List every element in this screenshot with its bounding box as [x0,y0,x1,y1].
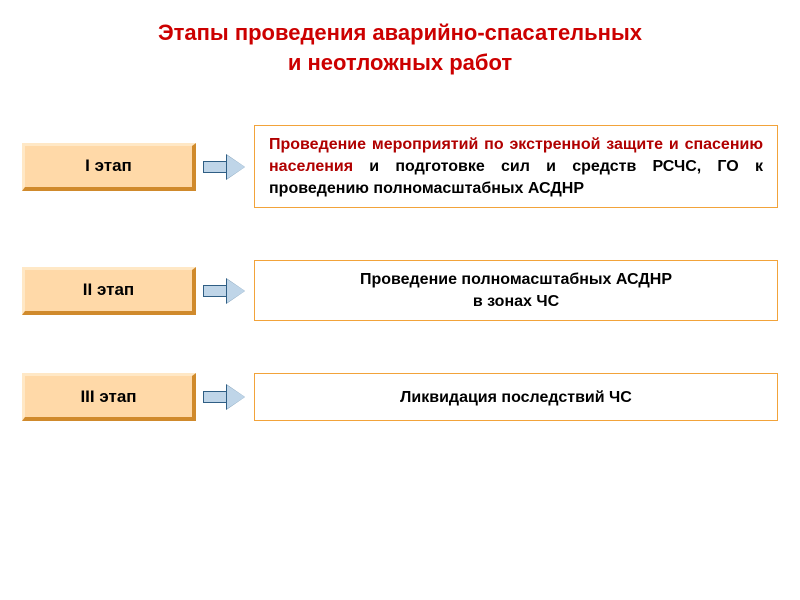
desc-text: Проведение полномасштабных АСДНР [360,271,672,288]
stage-label: II этап [83,280,134,300]
desc-text: Ликвидация последствий ЧС [400,389,632,406]
arrow-right-icon [196,385,254,409]
stage-description-1: Проведение мероприятий по экстренной защ… [254,125,778,208]
stage-box-2: II этап [22,267,196,315]
stage-label: I этап [85,156,132,176]
stage-label: III этап [80,387,136,407]
stage-description-3: Ликвидация последствий ЧС [254,373,778,421]
arrow-right-icon [196,279,254,303]
stage-row-2: II этап Проведение полномасштабных АСДНР в… [22,260,778,321]
title-line-2: и неотложных работ [288,50,512,75]
stage-row-3: III этап Ликвидация последствий ЧС [22,373,778,421]
page-title: Этапы проведения аварийно-спасательных и… [0,0,800,77]
stage-box-3: III этап [22,373,196,421]
stages-container: I этап Проведение мероприятий по экстренн… [0,125,800,421]
arrow-right-icon [196,155,254,179]
stage-row-1: I этап Проведение мероприятий по экстренн… [22,125,778,208]
title-line-1: Этапы проведения аварийно-спасательных [158,20,642,45]
desc-text: в зонах ЧС [473,293,559,310]
stage-box-1: I этап [22,143,196,191]
stage-description-2: Проведение полномасштабных АСДНР в зонах … [254,260,778,321]
